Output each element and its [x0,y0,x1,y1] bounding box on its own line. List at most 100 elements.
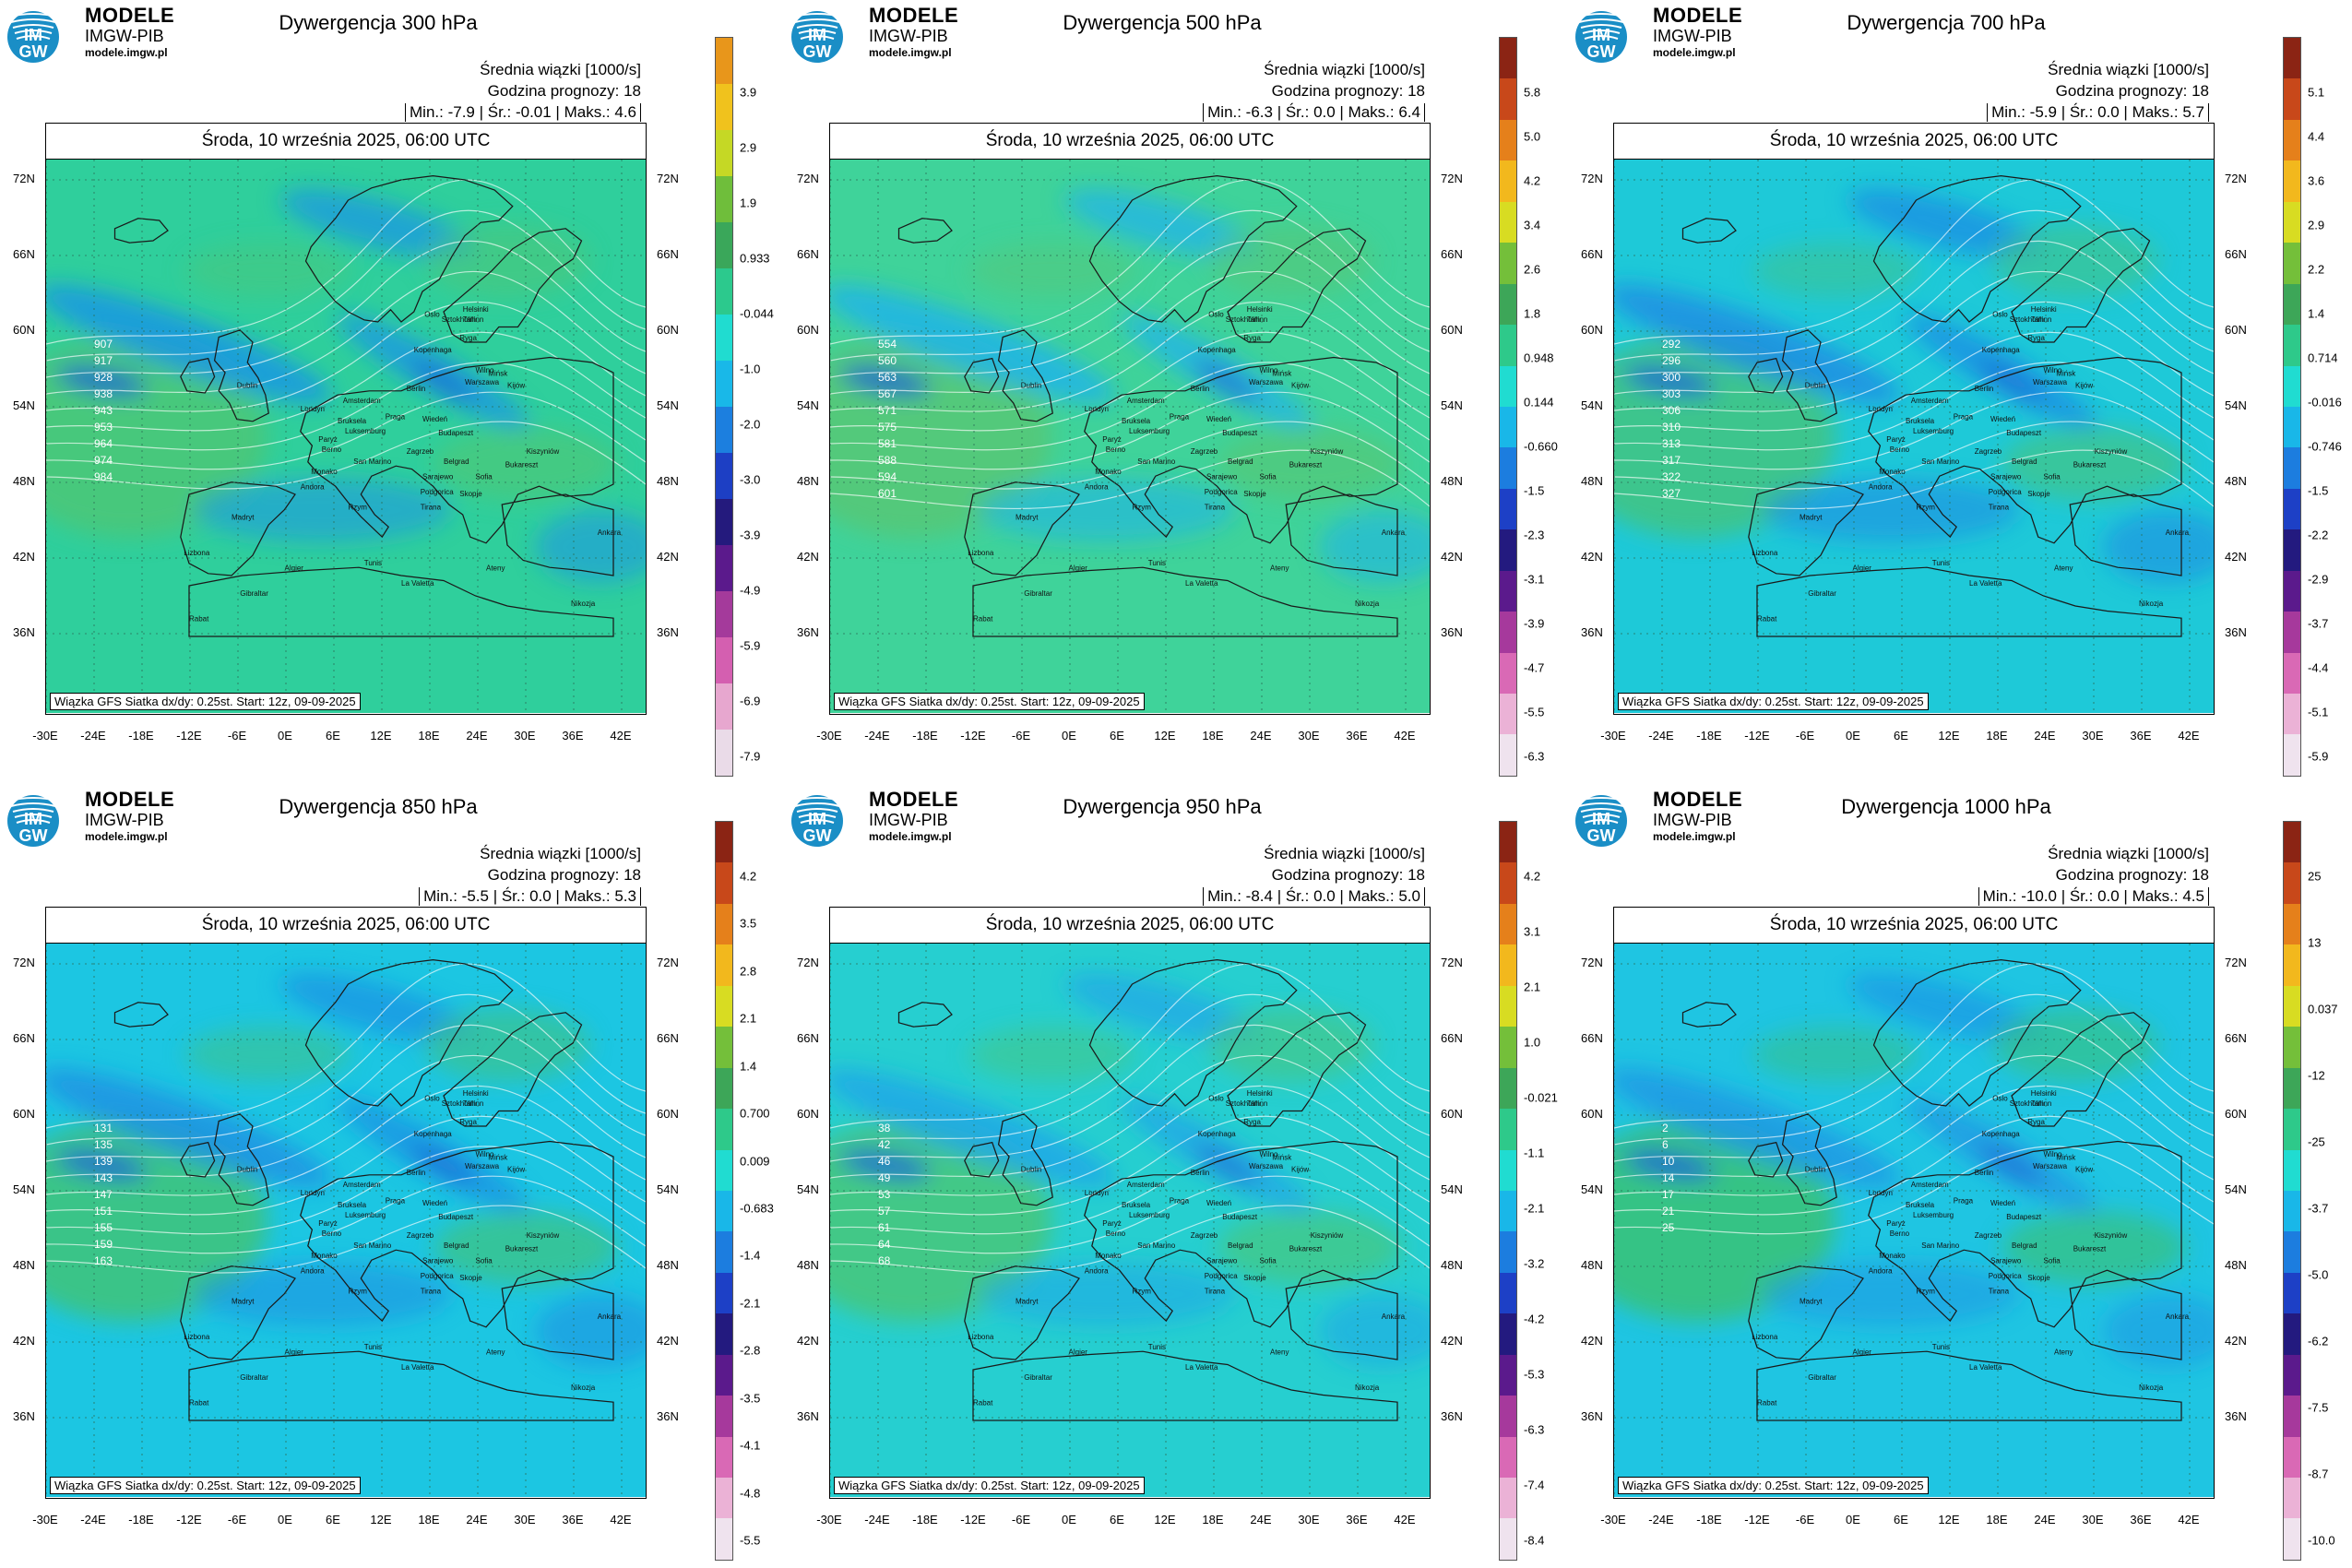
longitude-label: -24E [80,1513,106,1526]
brand-institute: IMGW-PIB [1653,811,1732,829]
latitude-label: 36N [657,1409,679,1423]
contour-line [830,449,1430,510]
contour-line [830,209,1430,362]
city-label: Wiedeń [1990,415,2015,423]
latitude-label: 48N [1581,1258,1603,1272]
latitude-label: 36N [797,1409,819,1423]
longitude-label: 24E [1250,1513,1272,1526]
city-label: Algier [285,564,304,573]
city-label: Berlin [1975,385,1993,393]
colorbar-label: -2.1 [740,1296,761,1311]
logo-text-bottom: GW [803,42,832,61]
contour-label: 42 [878,1138,891,1151]
brand-institute: IMGW-PIB [869,811,948,829]
latitude-label: 36N [2225,625,2247,639]
city-label: Paryż [1886,435,1905,444]
city-label: Monako [1879,468,1906,476]
city-label: Sarajewo [1206,473,1238,481]
city-label: Wiedeń [1206,415,1231,423]
city-label: Sztokholm [1226,315,1261,324]
latitude-label: 48N [1441,1258,1463,1272]
brand-url[interactable]: modele.imgw.pl [85,46,168,59]
longitude-label: -18E [912,1513,938,1526]
brand-block: MODELE IMGW-PIB modele.imgw.pl [869,6,958,59]
panel-title: Dywergencja 1000 hPa [1841,795,2051,818]
colorbar-label: -2.1 [1524,1201,1545,1216]
colorbar-label: -5.5 [1524,705,1545,719]
contour-line [1614,1054,2214,1179]
brand-url[interactable]: modele.imgw.pl [1653,46,1736,59]
city-label: Oslo [1992,1095,2008,1103]
imgw-logo-icon: IMGW [791,795,843,847]
colorbar-label: -6.2 [2308,1334,2329,1348]
colorbar-label: -4.4 [2308,660,2329,675]
colorbar-label: -7.4 [1524,1478,1545,1492]
city-label: Bruksela [1122,1201,1151,1209]
colorbar [2283,37,2301,777]
city-label: Luksemburg [345,427,386,435]
contour-line [830,1054,1430,1179]
longitude-label: 42E [2178,1513,2200,1526]
city-label: Ankara [1382,529,1406,537]
city-label: Sztokholm [442,1099,477,1108]
city-label: Skopje [2027,1274,2050,1282]
city-label: Berlin [1191,385,1209,393]
divergence-patches [830,973,1430,1368]
city-label: Warszawa [2033,378,2068,386]
city-label: Bruksela [338,1201,367,1209]
longitude-label: 24E [2034,729,2056,742]
brand-url[interactable]: modele.imgw.pl [869,46,952,59]
latitude-label: 72N [797,956,819,969]
city-label: Monako [311,1252,338,1260]
colorbar [715,37,733,777]
longitude-label: 30E [514,729,536,742]
valid-date: Środa, 10 września 2025, 06:00 UTC [1614,124,2214,160]
contour-line [46,1205,646,1274]
city-label: Tirana [1989,504,2010,512]
city-label: Madryt [232,514,255,522]
city-label: Kijów [1291,382,1309,390]
city-label: Londyn [1085,405,1109,413]
longitude-label: 30E [1298,1513,1320,1526]
contour-label: 974 [94,454,113,467]
latitude-label: 72N [1441,172,1463,185]
city-label: La Valetta [401,1363,434,1372]
contour-label: 327 [1662,487,1681,500]
colorbar-label: 5.0 [1524,129,1541,144]
longitude-label: 12E [370,1513,392,1526]
colorbar-label: 0.144 [1524,395,1554,410]
graticule [1614,160,2214,713]
colorbar-label: -6.3 [1524,749,1545,764]
contour-label: 151 [94,1205,113,1218]
city-label: Berlin [1191,1169,1209,1177]
valid-date: Środa, 10 września 2025, 06:00 UTC [46,124,646,160]
latitude-label: 54N [1581,1182,1603,1196]
city-label: Wilno [1260,366,1279,374]
colorbar-label: -2.9 [2308,572,2329,587]
city-label: Tirana [1205,504,1226,512]
divergence-map: 554 560 563 567 571 575 581 588 594 601 Oslo Helsin… [830,160,1430,713]
brand-url[interactable]: modele.imgw.pl [1653,830,1736,843]
brand-url[interactable]: modele.imgw.pl [85,830,168,843]
contour-label: 159 [94,1238,113,1251]
imgw-logo-icon: IMGW [791,11,843,63]
city-label: Praga [386,1197,406,1206]
longitude-label: -18E [912,729,938,742]
contour-line [830,1205,1430,1274]
longitude-label: 18E [418,1513,440,1526]
colorbar-label: 0.933 [740,251,770,266]
city-label: Berno [1890,1229,1910,1238]
brand-url[interactable]: modele.imgw.pl [869,830,952,843]
longitude-label: 24E [1250,729,1272,742]
contour-label: 61 [878,1221,891,1234]
city-label: Tallinn [1247,1099,1268,1108]
latitude-label: 36N [13,1409,35,1423]
city-label: Warszawa [465,1162,500,1170]
city-label: Oslo [1208,1095,1224,1103]
city-label: Madryt [1800,514,1823,522]
contour-line [46,993,646,1146]
contour-label: 313 [1662,437,1681,450]
graticule [830,160,1430,713]
city-label: Bruksela [338,417,367,425]
latitude-label: 48N [1581,474,1603,488]
